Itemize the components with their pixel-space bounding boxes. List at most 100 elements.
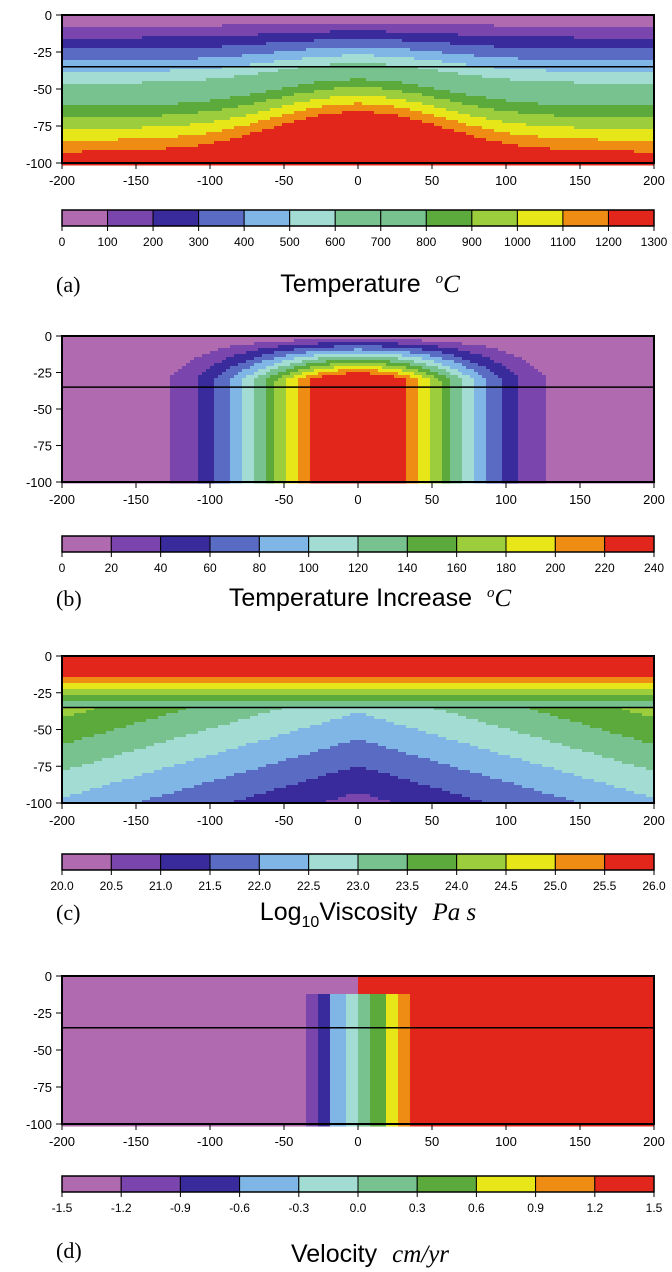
field-cell bbox=[418, 21, 423, 25]
field-cell bbox=[162, 24, 167, 28]
field-cell bbox=[246, 48, 251, 52]
field-cell bbox=[310, 81, 315, 85]
field-cell bbox=[362, 36, 367, 40]
field-cell bbox=[142, 60, 147, 64]
field-cell bbox=[310, 147, 315, 151]
field-cell bbox=[334, 96, 339, 100]
field-cell bbox=[106, 51, 111, 55]
field-cell bbox=[142, 150, 147, 154]
field-cell bbox=[286, 63, 291, 67]
field-cell bbox=[270, 147, 275, 151]
field-cell bbox=[390, 96, 395, 100]
field-cell bbox=[186, 129, 191, 133]
field-cell bbox=[434, 42, 439, 46]
field-cell bbox=[166, 150, 171, 154]
field-cell bbox=[274, 27, 279, 31]
field-cell bbox=[126, 99, 131, 103]
field-cell bbox=[130, 141, 135, 145]
field-cell bbox=[86, 159, 91, 163]
field-cell bbox=[434, 132, 439, 136]
field-cell bbox=[410, 108, 415, 112]
field-cell bbox=[270, 51, 275, 55]
field-cell bbox=[94, 45, 99, 49]
field-cell bbox=[442, 144, 447, 148]
field-cell bbox=[98, 21, 103, 25]
field-cell bbox=[418, 156, 423, 160]
field-cell bbox=[258, 96, 263, 100]
field-cell bbox=[366, 51, 371, 55]
field-cell bbox=[146, 75, 151, 79]
field-cell bbox=[234, 150, 239, 154]
field-cell bbox=[458, 36, 463, 40]
field-cell bbox=[222, 60, 227, 64]
field-cell bbox=[314, 18, 319, 22]
field-cell bbox=[162, 57, 167, 61]
field-cell bbox=[310, 51, 315, 55]
field-cell bbox=[102, 93, 107, 97]
field-cell bbox=[318, 57, 323, 61]
field-cell bbox=[366, 111, 371, 115]
field-cell bbox=[374, 159, 379, 163]
field-cell bbox=[102, 87, 107, 91]
field-cell bbox=[286, 150, 291, 154]
field-cell bbox=[298, 156, 303, 160]
field-cell bbox=[222, 111, 227, 115]
field-cell bbox=[102, 54, 107, 58]
field-cell bbox=[422, 78, 427, 82]
field-cell bbox=[354, 63, 359, 67]
field-cell bbox=[302, 57, 307, 61]
field-cell bbox=[138, 57, 143, 61]
field-cell bbox=[402, 99, 407, 103]
field-cell bbox=[66, 117, 71, 121]
field-cell bbox=[326, 156, 331, 160]
field-cell bbox=[138, 102, 143, 106]
field-cell bbox=[258, 150, 263, 154]
field-cell bbox=[166, 135, 171, 139]
field-cell bbox=[442, 108, 447, 112]
field-cell bbox=[166, 156, 171, 160]
field-cell bbox=[78, 144, 83, 148]
field-cell bbox=[454, 120, 459, 124]
field-cell bbox=[270, 111, 275, 115]
field-cell bbox=[86, 60, 91, 64]
field-cell bbox=[306, 48, 311, 52]
field-cell bbox=[194, 36, 199, 40]
field-cell bbox=[274, 111, 279, 115]
field-cell bbox=[302, 45, 307, 49]
field-cell bbox=[406, 102, 411, 106]
field-cell bbox=[158, 60, 163, 64]
field-cell bbox=[310, 129, 315, 133]
field-cell bbox=[226, 48, 231, 52]
field-cell bbox=[394, 90, 399, 94]
field-cell bbox=[166, 18, 171, 22]
field-cell bbox=[402, 78, 407, 82]
field-cell bbox=[334, 84, 339, 88]
field-cell bbox=[142, 54, 147, 58]
field-cell bbox=[410, 75, 415, 79]
field-cell bbox=[326, 81, 331, 85]
field-cell bbox=[154, 114, 159, 118]
field-cell bbox=[218, 51, 223, 55]
field-cell bbox=[286, 108, 291, 112]
field-cell bbox=[126, 81, 131, 85]
field-cell bbox=[290, 27, 295, 31]
field-cell bbox=[318, 123, 323, 127]
field-cell bbox=[410, 135, 415, 139]
field-cell bbox=[198, 141, 203, 145]
field-cell bbox=[134, 135, 139, 139]
field-cell bbox=[246, 27, 251, 31]
field-cell bbox=[186, 105, 191, 109]
field-cell bbox=[262, 36, 267, 40]
field-cell bbox=[322, 120, 327, 124]
field-cell bbox=[362, 138, 367, 142]
field-cell bbox=[390, 27, 395, 31]
field-cell bbox=[390, 69, 395, 73]
field-cell bbox=[90, 156, 95, 160]
field-cell bbox=[154, 150, 159, 154]
field-cell bbox=[122, 78, 127, 82]
field-cell bbox=[330, 33, 335, 37]
field-cell bbox=[422, 69, 427, 73]
field-cell bbox=[302, 27, 307, 31]
field-cell bbox=[130, 132, 135, 136]
field-cell bbox=[426, 96, 431, 100]
